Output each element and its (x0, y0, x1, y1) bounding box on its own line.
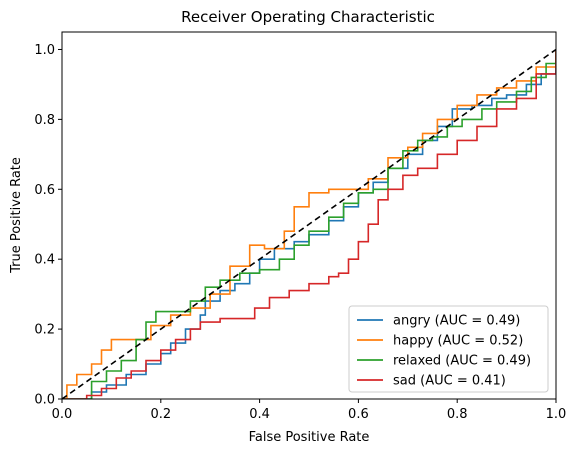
legend-label: relaxed (AUC = 0.49) (393, 354, 531, 369)
legend-label: happy (AUC = 0.52) (393, 334, 523, 349)
legend-label: angry (AUC = 0.49) (393, 314, 520, 329)
legend-box (348, 305, 549, 393)
x-tick-label: 1.0 (546, 407, 567, 422)
x-tick-label: 0.8 (447, 407, 468, 422)
y-tick-label: 0.4 (34, 253, 55, 268)
plot-frame (61, 31, 557, 400)
roc-line-happy (62, 49, 556, 399)
y-tick-label: 0.0 (34, 393, 55, 408)
chart-title: Receiver Operating Characteristic (181, 8, 435, 26)
legend: angry (AUC = 0.49) happy (AUC = 0.52) rela… (348, 305, 549, 393)
legend-label: sad (AUC = 0.41) (393, 374, 506, 389)
x-tick-label: 0.4 (249, 407, 270, 422)
plot-area (61, 48, 557, 400)
axis-ticks: 0.0 0.2 0.4 0.6 0.8 1.0 0.0 0.2 0.4 0.6 0.8 1.0 (34, 43, 566, 422)
y-tick-label: 0.2 (34, 323, 55, 338)
x-axis-label: False Positive Rate (249, 430, 370, 445)
roc-line-sad (62, 49, 556, 399)
reference-diagonal (61, 48, 557, 400)
roc-line-relaxed (62, 49, 556, 399)
y-tick-label: 0.6 (34, 183, 55, 198)
x-tick-label: 0.6 (348, 407, 369, 422)
x-tick-label: 0.0 (52, 407, 73, 422)
y-tick-label: 1.0 (34, 43, 55, 58)
y-axis-label: True Positive Rate (9, 157, 24, 274)
x-tick-label: 0.2 (150, 407, 171, 422)
y-tick-label: 0.8 (34, 113, 55, 128)
